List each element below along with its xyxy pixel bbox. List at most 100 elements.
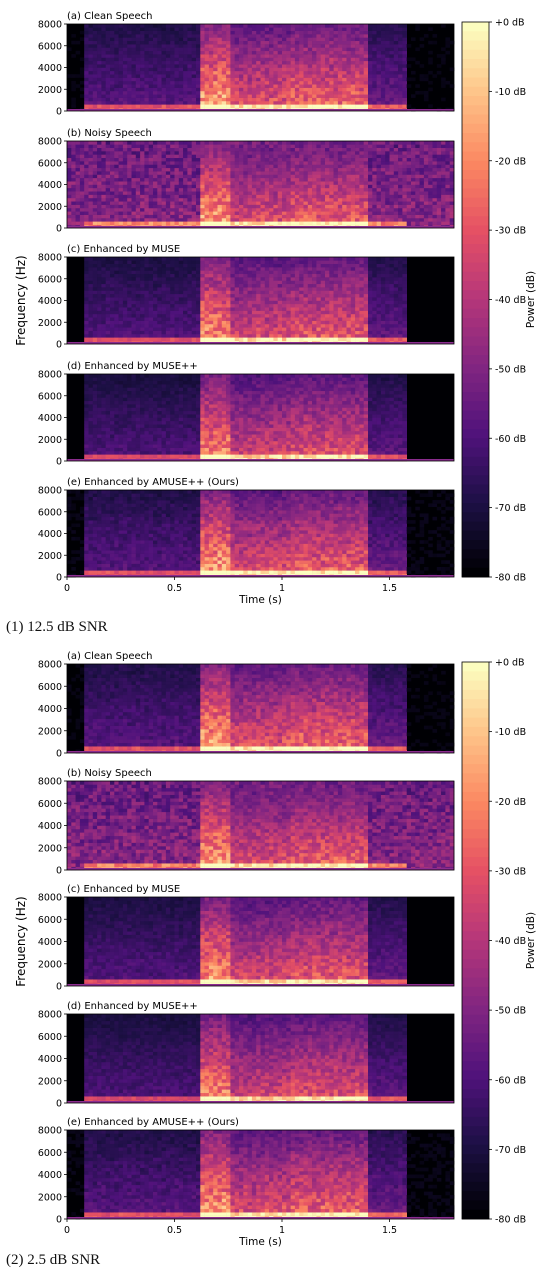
spectrogram-cell (170, 77, 175, 82)
spectrogram-cell (165, 74, 171, 78)
spectrogram-cell (144, 211, 149, 215)
spectrogram-cell (221, 151, 227, 155)
spectrogram-cell (239, 221, 244, 225)
spectrogram-cell (380, 84, 386, 88)
spectrogram-cell (269, 37, 274, 42)
spectrogram-cell (144, 283, 149, 288)
spectrogram-cell (325, 184, 330, 189)
spectrogram-cell (165, 273, 171, 278)
spectrogram-cell (131, 84, 137, 88)
spectrogram-cell (273, 90, 278, 95)
spectrogram-cell (256, 54, 261, 58)
spectrogram-cell (101, 214, 106, 219)
spectrogram-cell (273, 191, 278, 195)
spectrogram-cell (161, 171, 167, 175)
spectrogram-cell (346, 34, 352, 38)
spectrogram-cell (97, 27, 102, 31)
spectrogram-cell (325, 141, 330, 145)
spectrogram-cell (269, 187, 274, 192)
spectrogram-cell (380, 67, 386, 72)
spectrogram-cell (230, 74, 235, 78)
spectrogram-cell (221, 217, 227, 222)
spectrogram-cell (79, 57, 85, 62)
spectrogram-cell (67, 161, 72, 165)
spectrogram-cell (269, 197, 274, 202)
spectrogram-cell (153, 313, 158, 318)
spectrogram-cell (127, 27, 132, 31)
spectrogram-cell (282, 70, 287, 75)
spectrogram-cell (221, 37, 227, 42)
spectrogram-cell (191, 164, 197, 169)
spectrogram-cell (423, 97, 429, 102)
spectrogram-cell (157, 184, 162, 189)
spectrogram-cell (282, 184, 287, 189)
spectrogram-cell (178, 303, 184, 308)
spectrogram-cell (75, 191, 81, 195)
spectrogram-cell (226, 167, 231, 172)
spectrogram-cell (350, 221, 356, 225)
spectrogram-cell (97, 57, 102, 62)
spectrogram-cell (135, 167, 141, 172)
spectrogram-cell (251, 100, 257, 105)
spectrogram-cell (333, 164, 339, 169)
spectrogram-cell (402, 84, 407, 88)
spectrogram-cell (307, 50, 313, 55)
spectrogram-cell (337, 64, 343, 68)
spectrogram-cell (316, 144, 321, 148)
spectrogram-cell (148, 293, 154, 298)
spectrogram-cell (376, 171, 382, 175)
spectrogram-cell (282, 47, 287, 52)
spectrogram-cell (110, 333, 115, 338)
spectrogram-cell (127, 214, 132, 219)
spectrogram-cell (243, 50, 248, 55)
spectrogram-cell (110, 207, 115, 212)
spectrogram-cell (221, 144, 227, 148)
spectrogram-cell (251, 60, 257, 65)
spectrogram-cell (161, 263, 167, 268)
spectrogram-cell (342, 44, 347, 48)
spectrogram-cell (170, 197, 175, 202)
spectrogram-cell (411, 171, 416, 175)
spectrogram-cell (105, 297, 111, 301)
spectrogram-cell (393, 204, 399, 209)
spectrogram-cell (415, 141, 420, 145)
spectrogram-cell (243, 87, 248, 92)
spectrogram-cell (307, 67, 313, 72)
spectrogram-cell (118, 201, 124, 205)
spectrogram-cell (135, 80, 141, 85)
spectrogram-cell (441, 161, 446, 165)
spectrogram-cell (393, 80, 399, 85)
spectrogram-cell (140, 307, 145, 311)
spectrogram-cell (406, 161, 412, 165)
spectrogram-cell (153, 300, 158, 305)
spectrogram-cell (71, 207, 76, 212)
spectrogram-cell (329, 154, 334, 159)
spectrogram-cell (436, 144, 442, 148)
spectrogram-cell (200, 60, 205, 65)
spectrogram-cell (127, 337, 132, 341)
spectrogram-cell (282, 67, 287, 72)
spectrogram-cell (153, 207, 158, 212)
spectrogram-cell (101, 184, 106, 189)
spectrogram-cell (286, 54, 291, 58)
spectrogram-cell (393, 167, 399, 172)
spectrogram-cell (282, 90, 287, 95)
spectrogram-cell (316, 37, 321, 42)
spectrogram-cell (148, 100, 154, 105)
spectrogram-cell (398, 217, 403, 222)
spectrogram-cell (363, 90, 369, 95)
spectrogram-cell (122, 154, 128, 159)
spectrogram-cell (148, 171, 154, 175)
spectrogram-cell (92, 24, 98, 28)
spectrogram-cell (312, 34, 317, 38)
spectrogram-cell (432, 171, 438, 175)
spectrogram-cell (415, 164, 420, 169)
spectrogram-cell (363, 104, 369, 108)
spectrogram-cell (312, 30, 317, 35)
spectrogram-cell (290, 167, 296, 172)
spectrogram-cell (165, 40, 171, 45)
spectrogram-cell (127, 54, 132, 58)
spectrogram-cell (264, 40, 270, 45)
spectrogram-cell (174, 267, 180, 271)
spectrogram-cell (269, 177, 274, 182)
